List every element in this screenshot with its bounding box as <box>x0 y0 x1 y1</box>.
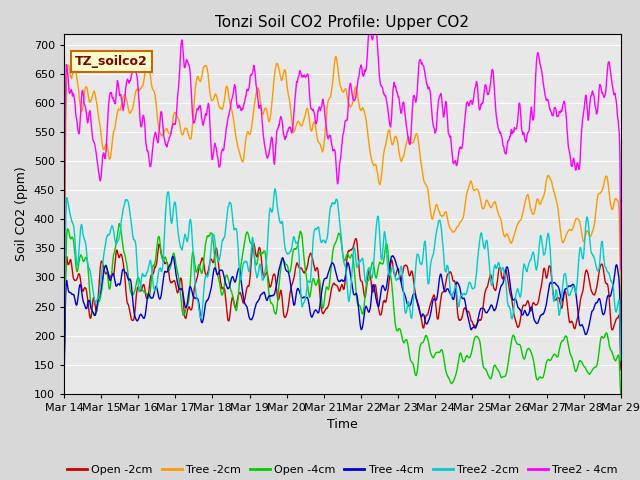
Line: Tree2 -2cm: Tree2 -2cm <box>64 189 621 360</box>
Tree2 - 4cm <box>429 122 437 128</box>
Tree2 -2cm <box>170 201 178 206</box>
Tree2 - 4cm <box>365 31 372 36</box>
Tree2 -2cm <box>551 294 559 300</box>
Tree -4cm <box>617 354 625 360</box>
Line: Tree -4cm: Tree -4cm <box>64 256 621 384</box>
Tree2 - 4cm <box>184 60 191 65</box>
Tree -2cm <box>332 54 339 60</box>
Line: Open -4cm: Open -4cm <box>64 224 621 394</box>
Open -4cm <box>60 368 68 373</box>
Tree -2cm <box>617 312 625 317</box>
Open -2cm <box>551 297 559 303</box>
Open -2cm <box>246 274 254 280</box>
Open -2cm <box>170 278 178 284</box>
Tree -4cm <box>60 381 68 387</box>
Tree -2cm <box>429 215 437 220</box>
Open -4cm <box>502 372 509 378</box>
Tree2 -2cm <box>246 263 254 268</box>
Legend: Open -2cm, Tree -2cm, Open -4cm, Tree -4cm, Tree2 -2cm, Tree2 - 4cm: Open -2cm, Tree -2cm, Open -4cm, Tree -4… <box>62 460 622 479</box>
Tree -4cm <box>170 258 178 264</box>
Tree -2cm <box>184 129 191 135</box>
Tree2 - 4cm <box>170 121 178 127</box>
Tree2 - 4cm <box>60 318 68 324</box>
Line: Tree -2cm: Tree -2cm <box>64 57 621 314</box>
Open -2cm <box>617 367 625 373</box>
Tree2 -2cm <box>60 354 68 360</box>
Tree -2cm <box>551 193 559 199</box>
Tree2 -2cm <box>502 280 509 286</box>
Open -4cm <box>115 221 123 227</box>
Tree -4cm <box>388 253 396 259</box>
Open -2cm <box>60 373 68 379</box>
Tree2 -2cm <box>271 186 278 192</box>
Tree -2cm <box>502 232 509 238</box>
Open -2cm <box>429 294 437 300</box>
Open -2cm <box>184 306 191 312</box>
Line: Tree2 - 4cm: Tree2 - 4cm <box>64 34 621 321</box>
Open -2cm <box>502 267 509 273</box>
Line: Open -2cm: Open -2cm <box>64 239 621 376</box>
Tree2 -2cm <box>617 358 625 363</box>
Open -2cm <box>352 236 360 241</box>
Open -4cm <box>246 240 254 246</box>
Tree -4cm <box>429 297 437 303</box>
Tree2 -2cm <box>429 252 437 257</box>
Tree2 - 4cm <box>617 267 625 273</box>
Open -4cm <box>171 253 179 259</box>
Tree2 - 4cm <box>502 151 509 157</box>
Open -4cm <box>617 391 625 396</box>
Tree -2cm <box>60 297 68 303</box>
Open -4cm <box>429 355 437 361</box>
Tree -2cm <box>246 132 254 137</box>
Tree2 -2cm <box>184 236 191 242</box>
Tree2 - 4cm <box>551 105 559 111</box>
Tree -4cm <box>502 266 509 272</box>
Tree -4cm <box>551 280 559 286</box>
Y-axis label: Soil CO2 (ppm): Soil CO2 (ppm) <box>15 166 28 261</box>
Text: TZ_soilco2: TZ_soilco2 <box>75 55 148 68</box>
Title: Tonzi Soil CO2 Profile: Upper CO2: Tonzi Soil CO2 Profile: Upper CO2 <box>216 15 469 30</box>
Tree -2cm <box>170 110 178 116</box>
Open -4cm <box>551 352 559 358</box>
Tree -4cm <box>246 316 254 322</box>
Open -4cm <box>184 300 192 306</box>
Tree -4cm <box>184 297 191 302</box>
X-axis label: Time: Time <box>327 418 358 431</box>
Tree2 - 4cm <box>246 74 254 80</box>
